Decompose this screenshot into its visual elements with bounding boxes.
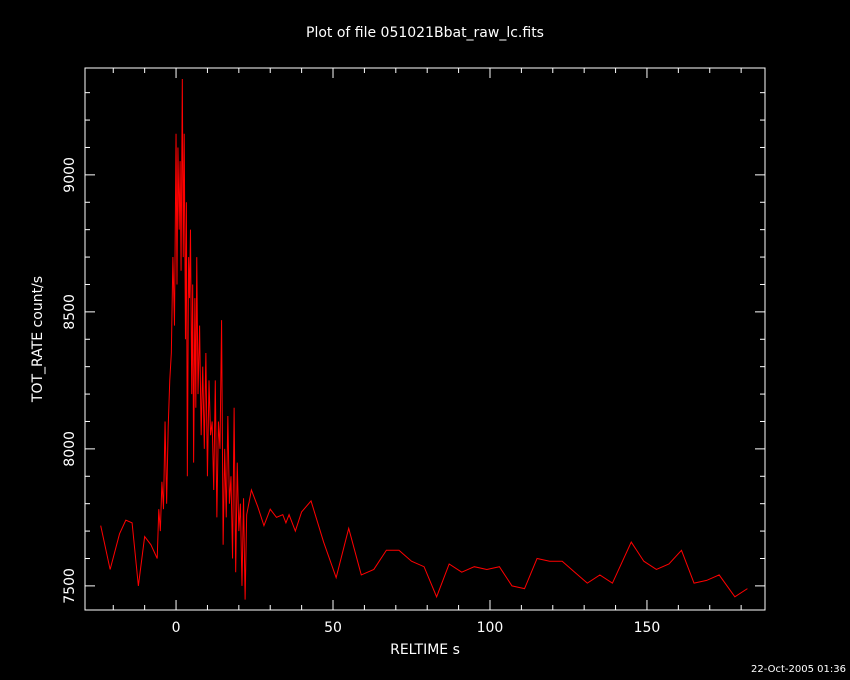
data-line — [100, 78, 748, 600]
x-axis-label: RELTIME s — [390, 642, 460, 658]
y-tick-label: 8500 — [62, 294, 78, 330]
y-tick-label: 9000 — [62, 157, 78, 193]
x-tick-label: 150 — [634, 620, 661, 636]
x-tick-label: 100 — [477, 620, 504, 636]
x-tick-label: 50 — [324, 620, 342, 636]
y-tick-label: 7500 — [62, 568, 78, 604]
chart-title: Plot of file 051021Bbat_raw_lc.fits — [306, 25, 544, 41]
y-tick-label: 8000 — [62, 431, 78, 467]
y-axis-label: TOT_RATE count/s — [30, 276, 46, 403]
x-tick-label: 0 — [172, 620, 181, 636]
footer: 22-Oct-2005 01:36 — [751, 664, 846, 675]
